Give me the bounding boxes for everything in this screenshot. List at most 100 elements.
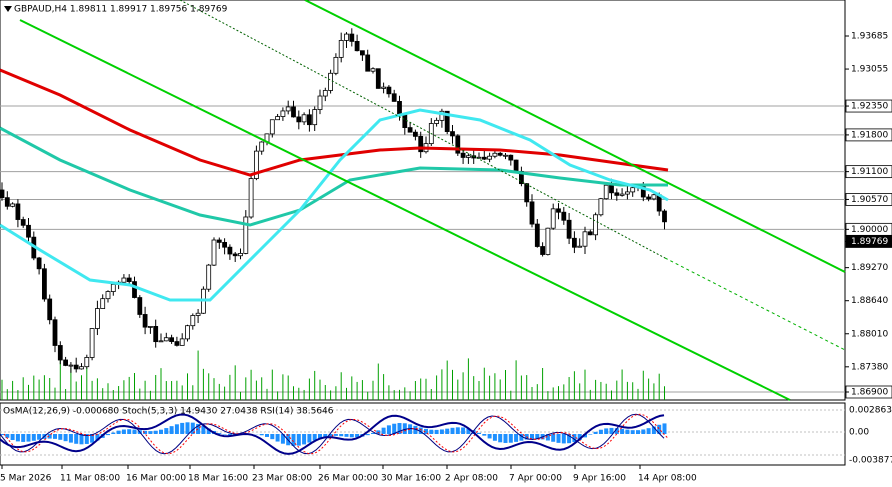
osma-bar [561,434,566,444]
candle-body [386,86,392,95]
candle-body [243,216,249,254]
time-label: 14 Apr 08:00 [638,474,697,484]
osma-bar [519,434,524,441]
osma-bar [636,430,640,434]
main-plot [0,0,846,401]
candle-body [216,239,222,243]
indicator-header: OsMA(12,26,9) -0.000680 Stoch(5,3,3) 14.… [3,407,334,417]
osma-bar [227,434,232,436]
osma-bar [413,425,418,434]
osma-bar [339,434,344,437]
candle-body [269,119,275,135]
stoch-main [0,413,665,455]
osma-bar [296,434,301,446]
candle-body [412,131,418,137]
rsi-line [0,413,665,455]
candle-body [291,106,296,118]
osma-bar [572,434,577,443]
osma-bar [450,427,455,434]
candle-body [540,246,545,255]
osma-bar [508,434,513,443]
time-label: 23 Mar 08:00 [252,474,312,484]
candle-body [52,319,58,346]
candle-body [460,152,466,158]
osma-bar [180,422,185,434]
candle-body [253,150,259,179]
osma-bar [646,428,651,434]
candle-body [26,224,31,238]
osma-bar [567,434,572,444]
time-label: 5 Mar 2026 [0,474,52,484]
osma-bar [344,434,349,437]
candle-body [227,246,233,255]
osma-bar [217,433,222,434]
candle-body [142,314,148,328]
candle-body [10,203,16,207]
candle-body [89,328,95,358]
osma-bar [482,434,487,436]
osma-bar [201,426,206,434]
osma-bar [10,434,15,441]
osma-bar [418,427,423,434]
candle-body [465,155,471,158]
candle-body [301,114,307,123]
osma-bar [106,434,110,436]
osma-bar [222,434,227,435]
candle-body [359,50,365,56]
candle-body [450,131,455,137]
candle-body [370,68,376,72]
candle-body [4,197,10,207]
candle-body [73,364,79,370]
time-label: 11 Mar 08:00 [60,474,120,484]
candle-body [259,141,265,152]
osma-bar [280,434,285,444]
candle-body [158,340,164,343]
osma-bar [169,426,174,434]
osma-bar [551,434,556,442]
ma-teal [0,126,668,227]
candle-body [232,253,238,257]
candle-body [275,116,281,121]
candle-body [349,33,355,42]
candle-body [508,154,514,161]
osma-bar [604,428,609,434]
candle-body [625,191,630,195]
osma-bar [625,429,630,434]
osma-bar [265,434,269,437]
price-label: 1.91100 [851,167,888,177]
axes: 1.93685 1.93055 1.92350 1.91800 1.91100 1.905… [0,32,892,484]
candle-body [354,41,360,52]
candle-body [619,193,625,196]
osma-bar [556,434,561,443]
osma-bar [466,428,471,434]
osma-bar [371,432,375,434]
osma-bar [159,429,163,434]
channel-upper [304,0,846,273]
time-label: 9 Apr 16:00 [573,474,626,484]
osma-bar [143,430,148,434]
time-label: 26 Mar 00:00 [318,474,378,484]
candle-body [566,219,572,239]
candle-body [577,245,583,248]
candle-body [15,203,21,220]
indicator-plot [0,409,845,456]
candle-body [497,152,503,156]
osma-bar [535,434,540,439]
osma-bar [328,434,333,437]
osma-bar [445,428,450,434]
time-label: 7 Apr 00:00 [509,474,562,484]
osma-bar [349,434,354,438]
candle-body [603,184,609,200]
candle-body [20,219,26,226]
candle-body [110,284,116,292]
osma-bar [127,429,132,434]
osma-bar [477,432,481,434]
time-label: 18 Mar 16:00 [188,474,248,484]
candle-body [455,135,461,154]
arrow-icon [4,6,12,12]
candle-body [492,152,498,157]
candle-body [84,357,90,368]
osma-bar [185,422,190,434]
candle-body [481,156,487,160]
osma-bar [74,434,79,444]
